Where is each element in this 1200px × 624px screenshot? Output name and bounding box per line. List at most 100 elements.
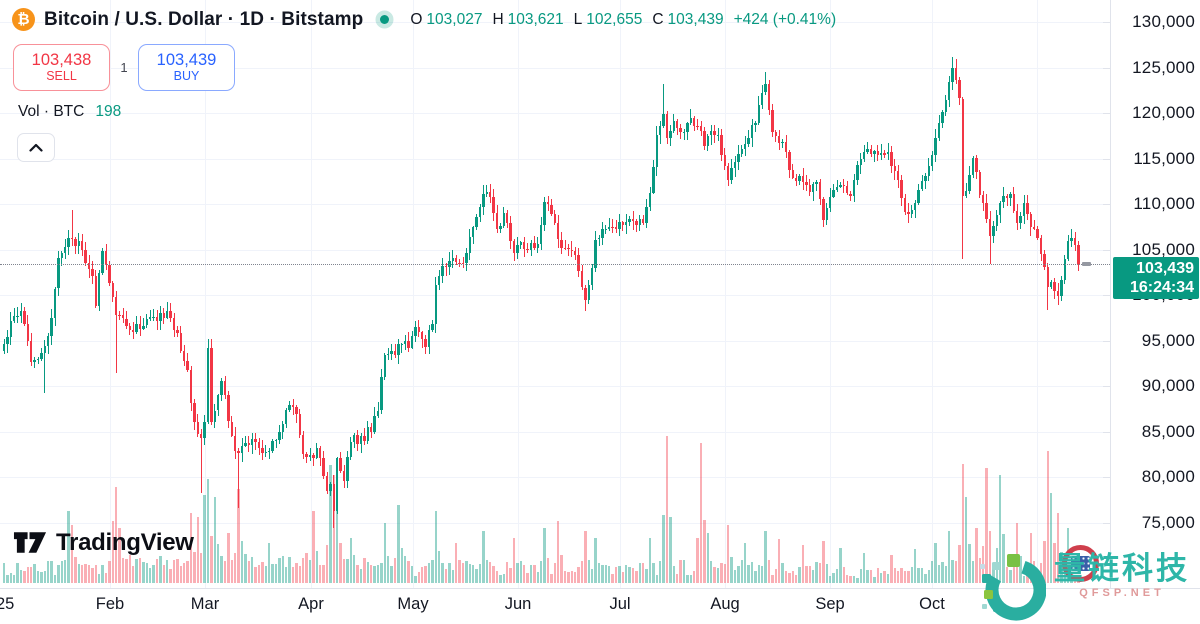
candle-body (937, 123, 941, 138)
volume-bar (570, 570, 574, 583)
last-price-label: 103,439 16:24:34 (1113, 256, 1199, 299)
volume-bar (726, 525, 730, 583)
candle-body (580, 271, 584, 288)
volume-bar (257, 565, 261, 583)
candle-body (828, 196, 832, 208)
market-status-icon (380, 15, 390, 24)
horizontal-gridline (0, 340, 1110, 342)
volume-bar (1015, 523, 1019, 583)
candle-body (179, 333, 183, 351)
volume-bar (237, 489, 240, 583)
candle-body (822, 199, 825, 221)
volume-bar (84, 564, 87, 583)
buy-button[interactable]: 103,439 BUY (138, 44, 235, 91)
candle-body (342, 471, 346, 481)
volume-bar (264, 566, 268, 583)
price-tick-mark (1103, 522, 1110, 524)
tradingview-logo[interactable]: TradingView (13, 528, 194, 557)
candle-body (652, 167, 655, 194)
candle-body (1019, 215, 1022, 224)
volume-bar (43, 570, 47, 583)
candle-body (131, 330, 135, 333)
vertical-gridline (932, 0, 933, 588)
symbol-title[interactable]: Bitcoin / U.S. Dollar · 1D · Bitstamp (44, 8, 364, 30)
sell-price: 103,438 (31, 51, 92, 70)
candle-body (196, 422, 200, 435)
volume-bar (1060, 551, 1063, 583)
volume-bar (944, 566, 948, 583)
buy-price: 103,439 (156, 51, 217, 70)
candle-body (988, 218, 992, 236)
candle-body (301, 435, 305, 455)
candle-wick (663, 83, 665, 129)
symbol-legend: ₿ Bitcoin / U.S. Dollar · 1D · Bitstamp … (12, 8, 836, 31)
candle-body (495, 212, 499, 230)
volume-bar (179, 566, 183, 583)
candle-body (250, 438, 254, 446)
volume-bar (839, 548, 842, 583)
volume-bar (485, 559, 489, 583)
volume-bar (206, 479, 210, 583)
volume-bar (522, 565, 526, 583)
volume-bar (36, 570, 40, 583)
volume-bar (852, 575, 856, 583)
time-axis[interactable]: 25 Feb Mar Apr May Jun Jul Aug Sep Oct (0, 588, 1200, 624)
candle-body (975, 157, 978, 172)
price-tick-mark (1103, 67, 1110, 69)
price-axis[interactable]: 75,00080,00085,00090,00095,000100,000105… (1103, 0, 1200, 588)
candle-body (373, 415, 376, 433)
volume-bar (587, 559, 591, 583)
volume-bar (611, 574, 614, 583)
volume-bar (247, 561, 251, 583)
candle-body (720, 134, 723, 155)
candle-body (791, 170, 795, 178)
candle-body (927, 165, 931, 176)
time-tick-label: Sep (815, 595, 845, 613)
price-tick-mark (1103, 431, 1110, 433)
vertical-gridline (830, 0, 831, 588)
candle-body (1077, 244, 1080, 264)
candle-body (760, 92, 764, 105)
candle-body (709, 131, 713, 136)
candle-body (74, 238, 77, 246)
volume-bar (305, 553, 308, 583)
candle-body (913, 203, 917, 211)
candle-wick (635, 218, 637, 233)
volume-bar (529, 565, 533, 583)
volume-bar (346, 558, 349, 583)
candle-body (866, 149, 869, 153)
volume-bar (774, 568, 778, 583)
sell-button[interactable]: 103,438 SELL (13, 44, 110, 91)
candle-body (1029, 213, 1033, 227)
volume-bar (546, 558, 550, 584)
candle-body (992, 225, 995, 236)
candle-body (383, 355, 387, 377)
chart-plot-area[interactable] (0, 0, 1110, 588)
volume-bar (448, 563, 451, 583)
volume-bar (417, 571, 421, 583)
collapse-legend-button[interactable] (17, 133, 55, 162)
horizontal-gridline (0, 22, 1110, 23)
candle-body (390, 351, 393, 354)
volume-bar (805, 565, 808, 583)
candle-body (1002, 195, 1005, 203)
candle-body (142, 325, 145, 329)
volume-bar (12, 575, 16, 583)
vertical-gridline (1037, 0, 1038, 588)
volume-bar (519, 561, 523, 583)
last-price-marker (1082, 261, 1091, 266)
price-tick-mark (1103, 386, 1110, 387)
candle-body (1032, 226, 1036, 229)
volume-bar (934, 543, 937, 583)
candle-body (339, 457, 342, 472)
volume-bar (220, 556, 223, 583)
candle-body (645, 206, 648, 224)
candle-body (274, 440, 278, 442)
candle-body (213, 410, 217, 423)
candle-body (186, 361, 189, 370)
candle-wick (880, 144, 882, 161)
volume-bar (743, 543, 747, 583)
candle-body (788, 151, 791, 171)
volume-bar (50, 561, 53, 583)
sell-label: SELL (46, 69, 77, 84)
